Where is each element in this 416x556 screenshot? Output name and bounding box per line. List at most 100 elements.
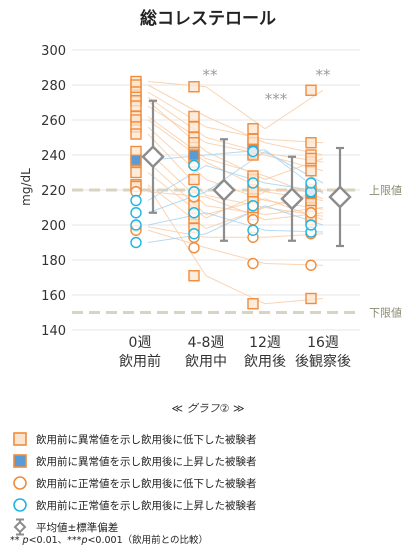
square-filled-icon <box>13 454 27 468</box>
data-point <box>305 207 317 219</box>
data-point <box>188 242 200 254</box>
reference-line-label: 下限値 <box>369 307 402 320</box>
y-tick-label: 220 <box>41 184 66 199</box>
data-point <box>130 207 142 219</box>
legend-item-circle-orange: 飲用前に正常値を示し飲用後に低下した被験者 <box>10 472 410 494</box>
data-point <box>130 236 142 249</box>
y-tick-label: 140 <box>41 324 66 339</box>
data-point <box>130 194 142 207</box>
data-point <box>130 154 142 166</box>
circle-orange-icon <box>13 476 27 490</box>
footnote-p: p <box>81 535 88 546</box>
subject-line <box>264 89 324 130</box>
data-point <box>247 224 259 236</box>
data-point <box>188 149 200 161</box>
footnote-part: <0.01、*** <box>28 535 82 546</box>
x-tick-label: 16週 <box>307 335 339 351</box>
x-tick-label: 0週 <box>129 335 152 351</box>
data-point <box>247 214 259 226</box>
data-point <box>247 200 259 212</box>
data-point <box>305 152 317 165</box>
data-point <box>305 219 317 231</box>
data-point <box>247 123 259 135</box>
significance-mark: ** <box>203 66 219 84</box>
legend-label: 飲用前に正常値を示し飲用後に上昇した被験者 <box>36 499 257 512</box>
legend-item-square-open: 飲用前に異常値を示し飲用後に低下した被験者 <box>10 428 410 450</box>
data-point <box>188 137 200 149</box>
square-open-icon <box>13 432 27 446</box>
y-tick-labels: 140 160 180 200 220 240 260 280 300 <box>41 44 66 339</box>
data-point <box>188 207 200 219</box>
data-point <box>188 81 200 93</box>
data-point <box>188 186 200 198</box>
data-point <box>305 292 317 305</box>
footnote-p: p <box>22 535 29 546</box>
legend-item-square-filled: 飲用前に異常値を示し飲用後に上昇した被験者 <box>10 450 410 472</box>
data-point <box>188 121 200 133</box>
subject-line <box>264 151 324 184</box>
y-tick-label: 280 <box>41 79 66 94</box>
legend-label: 平均値±標準偏差 <box>36 521 119 534</box>
data-point <box>188 173 200 186</box>
x-tick-label: 後観察後 <box>295 353 351 370</box>
data-point <box>305 259 317 271</box>
data-point <box>305 84 317 96</box>
caption-bracket-left: ≪ <box>171 402 184 415</box>
footnote-part: <0.001（飲用前との比較） <box>87 535 209 546</box>
data-point <box>188 228 200 240</box>
caption-bracket-right: ≫ <box>232 402 245 415</box>
legend: 飲用前に異常値を示し飲用後に低下した被験者 飲用前に異常値を示し飲用後に上昇した… <box>10 428 410 538</box>
data-point <box>130 128 142 140</box>
chart-title: 総コレステロール <box>140 8 276 29</box>
data-point <box>247 177 259 189</box>
subject-line <box>147 165 207 201</box>
y-tick-label: 240 <box>41 149 66 164</box>
legend-label: 飲用前に異常値を示し飲用後に低下した被験者 <box>36 433 257 446</box>
reference-line-label: 上限値 <box>369 184 402 197</box>
subject-line <box>205 86 266 130</box>
caption-text: グラフ② <box>186 402 230 415</box>
footnote-part: ** <box>10 535 23 546</box>
data-point <box>188 270 200 282</box>
data-point <box>305 165 317 177</box>
graph-caption: ≪ グラフ② ≫ <box>0 400 416 416</box>
data-point <box>247 257 259 270</box>
legend-item-mean-sd: 平均値±標準偏差 <box>10 516 410 538</box>
y-tick-label: 200 <box>41 219 66 234</box>
legend-item-circle-cyan: 飲用前に正常値を示し飲用後に上昇した被験者 <box>10 494 410 516</box>
data-point <box>305 177 317 189</box>
circle-cyan-icon <box>13 498 27 512</box>
significance-mark: ** <box>316 66 332 84</box>
x-tick-label: 4-8週 <box>188 335 225 351</box>
y-tick-label: 260 <box>41 114 66 129</box>
significance-mark: *** <box>265 90 288 108</box>
x-tick-label: 12週 <box>249 335 281 351</box>
y-tick-label: 160 <box>41 289 66 304</box>
data-point <box>247 145 259 158</box>
data-point <box>305 137 317 149</box>
x-tick-label: 飲用中 <box>185 354 227 370</box>
significance-marks: ******* <box>203 66 332 108</box>
x-tick-label: 飲用後 <box>244 354 286 370</box>
mean-marker <box>212 178 236 202</box>
data-point <box>247 133 259 145</box>
data-point <box>130 166 142 179</box>
legend-label: 飲用前に正常値を示し飲用後に低下した被験者 <box>36 477 257 490</box>
legend-label: 飲用前に異常値を示し飲用後に上昇した被験者 <box>36 455 257 468</box>
mean-marker <box>280 187 304 211</box>
significance-footnote: ** p<0.01、***p<0.001（飲用前との比較） <box>10 532 208 546</box>
mean-marker <box>328 185 352 209</box>
x-tick-label: 飲用前 <box>119 353 161 370</box>
data-point <box>247 298 259 310</box>
y-tick-label: 300 <box>41 44 66 59</box>
data-point <box>130 219 142 231</box>
mean-marker <box>141 145 165 169</box>
subject-line <box>147 186 207 277</box>
y-tick-label: 180 <box>41 254 66 269</box>
data-point <box>188 159 200 172</box>
data-point <box>130 100 142 112</box>
mean-sd-markers <box>141 99 352 248</box>
data-points <box>130 75 317 310</box>
